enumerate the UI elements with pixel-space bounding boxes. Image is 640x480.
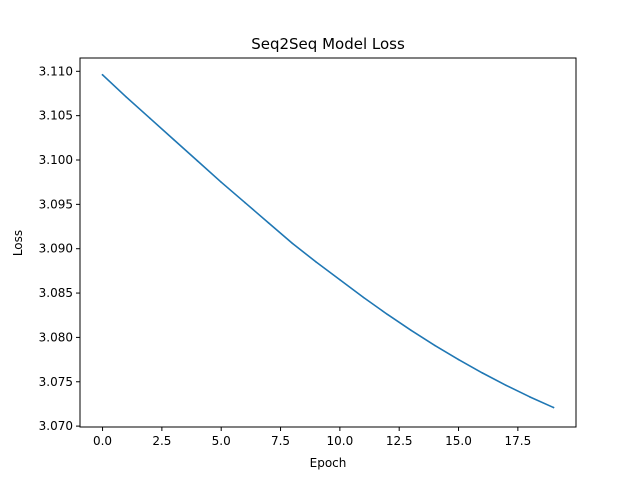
loss-data-point <box>552 406 555 409</box>
plot-area <box>101 73 555 409</box>
x-tick-label: 7.5 <box>271 434 290 448</box>
loss-data-point <box>172 138 175 141</box>
loss-data-point <box>457 358 460 361</box>
x-axis-label: Epoch <box>310 456 347 470</box>
loss-data-point <box>410 329 412 332</box>
loss-data-point <box>101 74 104 76</box>
x-axis-ticks: 0.0 2.5 5.0 7.5 10.0 12.5 15.0 17.5 <box>93 427 531 448</box>
x-tick-label: 0.0 <box>93 434 112 448</box>
loss-data-point <box>433 344 436 347</box>
y-tick-label: 3.070 <box>39 419 73 433</box>
loss-data-point <box>267 222 270 224</box>
y-tick-label: 3.075 <box>39 375 73 389</box>
y-tick-label: 3.080 <box>39 330 73 344</box>
x-tick-label: 5.0 <box>212 434 231 448</box>
loss-series-line <box>101 73 555 409</box>
loss-data-point <box>196 160 199 162</box>
x-tick-label: 12.5 <box>386 434 413 448</box>
loss-data-point <box>149 117 151 120</box>
loss-data-point <box>528 396 531 398</box>
loss-data-point <box>220 181 223 183</box>
x-tick-label: 10.0 <box>327 434 354 448</box>
x-tick-label: 15.0 <box>445 434 472 448</box>
y-tick-label: 3.095 <box>39 197 73 211</box>
loss-data-point <box>125 96 128 98</box>
chart-title: Seq2Seq Model Loss <box>251 35 405 53</box>
y-tick-label: 3.110 <box>39 64 73 78</box>
loss-data-point <box>481 372 484 374</box>
loss-data-point <box>339 278 341 281</box>
loss-data-point <box>244 201 246 204</box>
loss-data-point <box>315 261 317 263</box>
x-tick-label: 17.5 <box>504 434 531 448</box>
y-axis-label: Loss <box>11 230 25 256</box>
axes-frame <box>79 57 577 428</box>
y-tick-label: 3.100 <box>39 153 73 167</box>
y-tick-label: 3.105 <box>39 109 73 123</box>
y-tick-label: 3.085 <box>39 286 73 300</box>
loss-data-point <box>291 242 294 245</box>
loss-data-point <box>505 384 507 387</box>
x-tick-label: 2.5 <box>152 434 171 448</box>
y-tick-label: 3.090 <box>39 242 73 256</box>
loss-data-point <box>386 313 389 316</box>
y-axis-ticks: 3.070 3.075 3.080 3.085 3.090 3.095 3.100 3.105… <box>39 64 80 433</box>
loss-data-point <box>362 296 365 299</box>
